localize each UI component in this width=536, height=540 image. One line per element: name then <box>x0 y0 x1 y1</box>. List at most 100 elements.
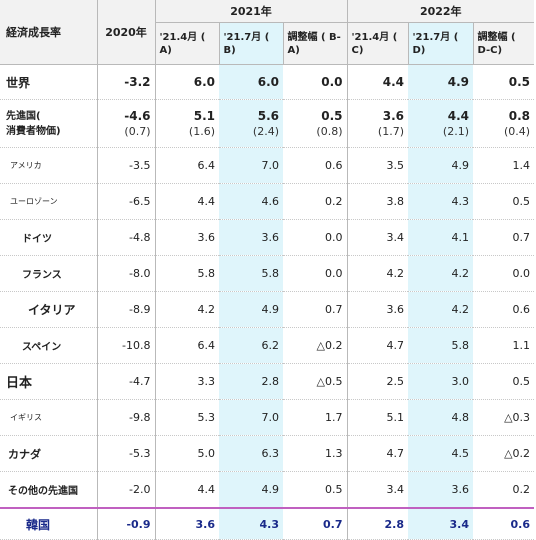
cell: 2.8 <box>219 363 283 400</box>
cell: 0.5 <box>473 363 535 400</box>
cell: -4.8 <box>97 219 156 256</box>
sub-header-2021-apr: '21.4月 ( A) <box>155 22 220 65</box>
cell: 3.4 <box>408 507 473 540</box>
cell: 4.7 <box>347 435 408 472</box>
cell: 4.9 <box>219 471 283 509</box>
cell-paren: (0.7) <box>124 124 151 138</box>
cell: 5.0 <box>155 435 219 472</box>
cell: 0.7 <box>283 291 348 328</box>
cell: △0.2 <box>283 327 348 364</box>
table-row: イギリス -9.8 5.3 7.0 1.7 5.1 4.8 △0.3 <box>0 399 535 436</box>
sub-header-2022-adj: 調整幅 ( D-C) <box>473 22 535 65</box>
cell: 6.4 <box>155 147 219 184</box>
cell: 0.0 <box>473 255 535 292</box>
cell: 3.0 <box>408 363 473 400</box>
cell: 0.7 <box>283 507 348 540</box>
cell: 3.4 <box>347 219 408 256</box>
row-label: ドイツ <box>0 219 98 256</box>
table-row: 世界 -3.2 6.0 6.0 0.0 4.4 4.9 0.5 <box>0 64 535 100</box>
cell: 6.3 <box>219 435 283 472</box>
cell: 6.4 <box>155 327 219 364</box>
cell: 5.6 <box>257 108 279 123</box>
cell: 0.6 <box>473 507 535 540</box>
cell: 4.4 <box>447 108 469 123</box>
cell: 5.8 <box>155 255 219 292</box>
sub-header-2021-jul: '21.7月 ( B) <box>219 22 284 65</box>
cell: 4.4 <box>155 471 219 509</box>
cell: -9.8 <box>97 399 156 436</box>
cell: 3.8 <box>347 183 408 220</box>
row-label: その他の先進国 <box>0 471 98 509</box>
row-label: ユーロゾーン <box>0 183 98 220</box>
cell: 3.6 <box>155 219 219 256</box>
table-row: 日本 -4.7 3.3 2.8 △0.5 2.5 3.0 0.5 <box>0 363 535 400</box>
row-label: 世界 <box>0 64 98 100</box>
sub-header-2022-jul: '21.7月 ( D) <box>408 22 474 65</box>
cell: 6.2 <box>219 327 283 364</box>
cell: 4.4 <box>155 183 219 220</box>
table-row: 先進国( 消費者物価) -4.6 (0.7) 5.1 (1.6) 5.6 (2.4) … <box>0 99 535 148</box>
cell: 1.1 <box>473 327 535 364</box>
cell: 6.0 <box>155 64 219 100</box>
row-label: フランス <box>0 255 98 292</box>
sub-header-2022-apr: '21.4月 ( C) <box>347 22 409 65</box>
cell: 5.8 <box>408 327 473 364</box>
cell: 3.6 <box>408 471 473 509</box>
cell-paren: (2.4) <box>252 124 279 138</box>
cell: 0.0 <box>283 64 348 100</box>
cell: -8.9 <box>97 291 156 328</box>
cell: 0.7 <box>473 219 535 256</box>
group-2021-header: 2021年 <box>155 0 348 23</box>
cell: 3.6 <box>347 291 408 328</box>
table-row: アメリカ -3.5 6.4 7.0 0.6 3.5 4.9 1.4 <box>0 147 535 184</box>
cell: 4.9 <box>219 291 283 328</box>
cell: 3.5 <box>347 147 408 184</box>
cell: 5.1 <box>347 399 408 436</box>
cell: 5.1 <box>193 108 215 123</box>
col-2020-header: 2020年 <box>97 0 156 65</box>
table-row: フランス -8.0 5.8 5.8 0.0 4.2 4.2 0.0 <box>0 255 535 292</box>
cell: -3.2 <box>97 64 156 100</box>
cell: 4.1 <box>408 219 473 256</box>
row-label-sub: 消費者物価) <box>6 125 61 137</box>
cell: 4.4 <box>347 64 408 100</box>
cell: 3.6 <box>219 219 283 256</box>
cell: △0.3 <box>473 399 535 436</box>
table-row: ドイツ -4.8 3.6 3.6 0.0 3.4 4.1 0.7 <box>0 219 535 256</box>
cell: 4.3 <box>408 183 473 220</box>
cell: 0.5 <box>473 183 535 220</box>
cell: 0.2 <box>473 471 535 509</box>
cell: 4.7 <box>347 327 408 364</box>
row-label: 先進国( <box>6 110 41 122</box>
cell: 4.6 <box>219 183 283 220</box>
cell: 4.2 <box>347 255 408 292</box>
cell: 1.7 <box>283 399 348 436</box>
cell: 3.6 <box>155 507 219 540</box>
cell: 4.8 <box>408 399 473 436</box>
cell-paren: (0.4) <box>503 124 531 138</box>
cell: 4.9 <box>408 147 473 184</box>
cell: 2.8 <box>347 507 408 540</box>
cell: 7.0 <box>219 147 283 184</box>
row-label: イタリア <box>0 291 98 328</box>
cell: -8.0 <box>97 255 156 292</box>
cell: 0.5 <box>321 108 343 123</box>
cell: 4.2 <box>408 291 473 328</box>
cell: 2.5 <box>347 363 408 400</box>
table-title: 経済成長率 <box>0 0 98 65</box>
cell: 4.3 <box>219 507 283 540</box>
cell: 1.3 <box>283 435 348 472</box>
table-row: その他の先進国 -2.0 4.4 4.9 0.5 3.4 3.6 0.2 <box>0 471 535 509</box>
row-label: 韓国 <box>0 507 98 540</box>
sub-header-2021-adj: 調整幅 ( B-A) <box>283 22 348 65</box>
row-label: カナダ <box>0 435 98 472</box>
cell: -4.6 <box>124 108 151 123</box>
cell: -10.8 <box>97 327 156 364</box>
cell: 4.2 <box>155 291 219 328</box>
cell: -0.9 <box>97 507 156 540</box>
cell: 0.0 <box>283 255 348 292</box>
cell-paren: (0.8) <box>316 124 343 138</box>
row-label: イギリス <box>0 399 98 436</box>
cell: 4.9 <box>408 64 473 100</box>
